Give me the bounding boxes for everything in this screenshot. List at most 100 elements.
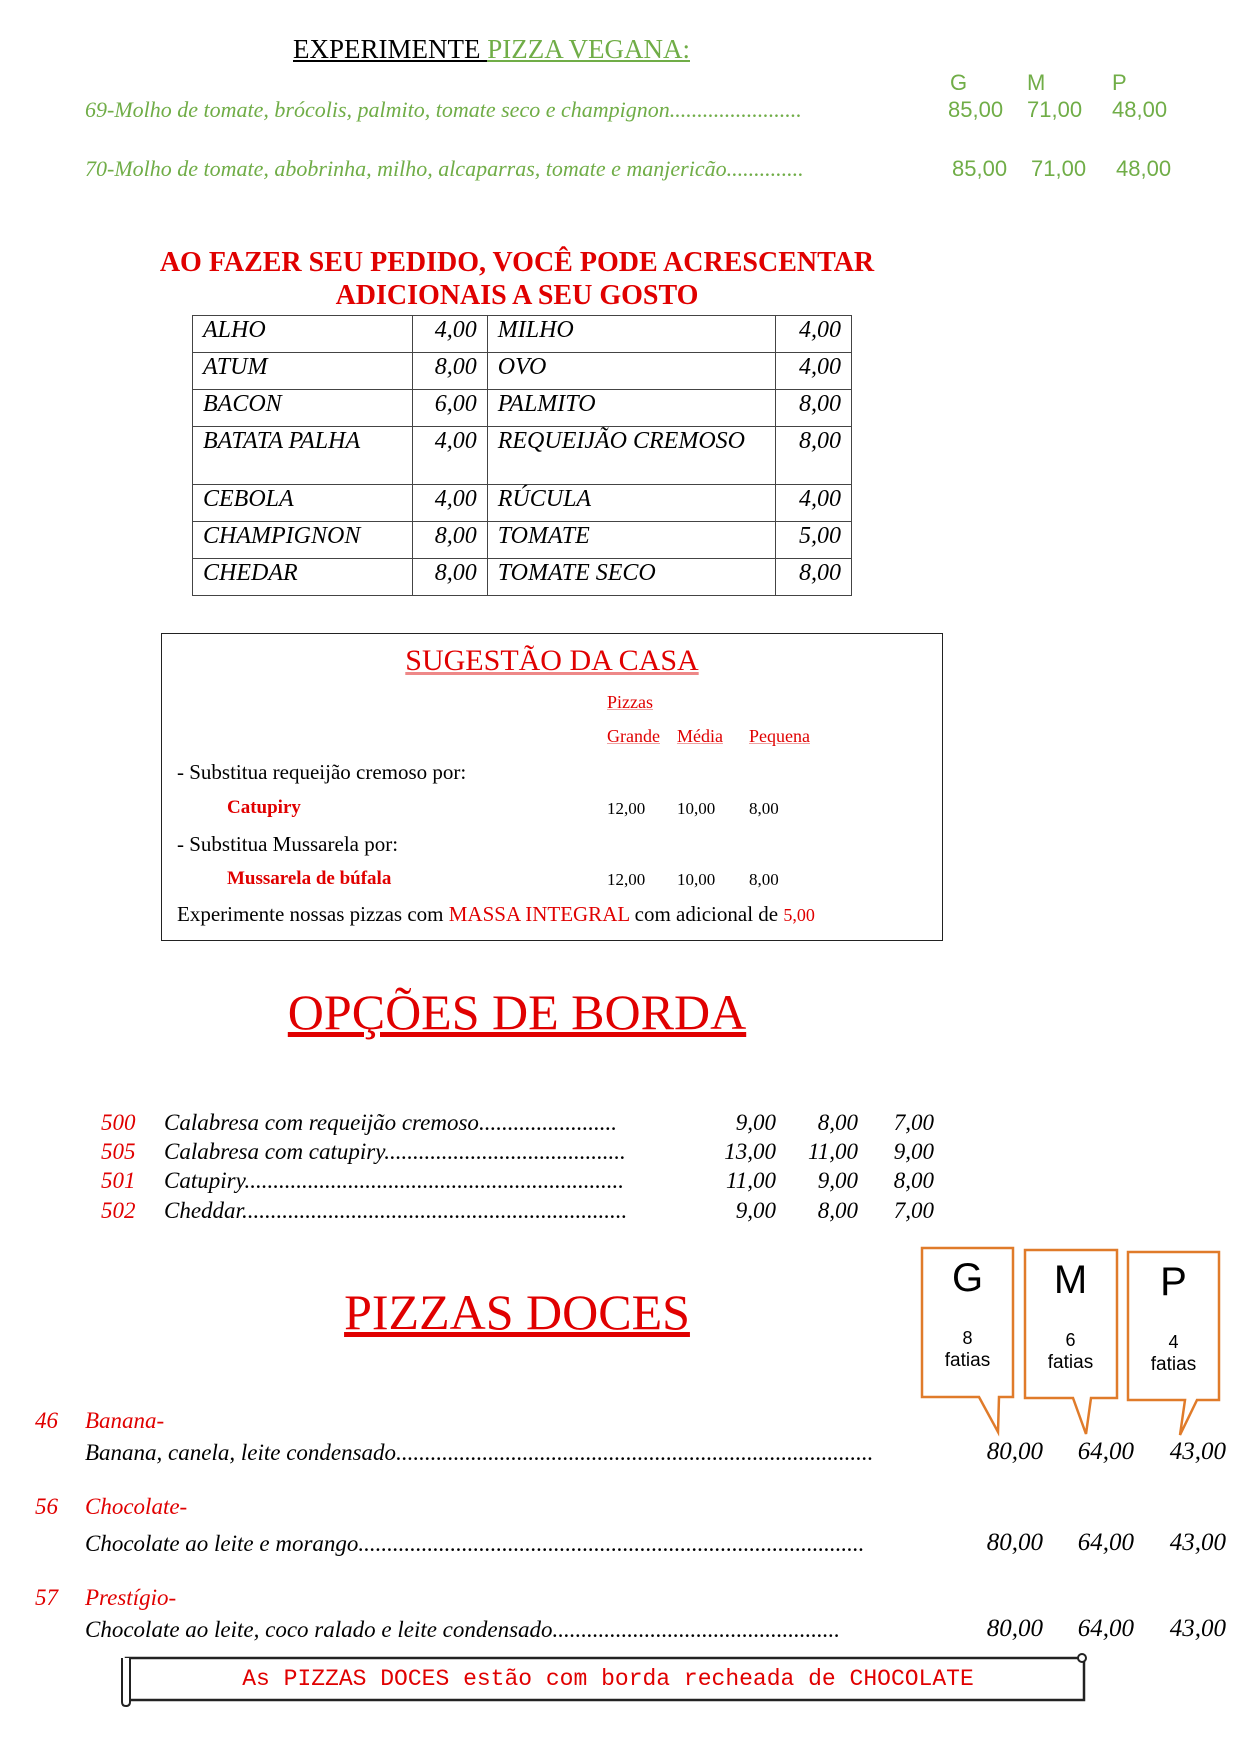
- leader-dots: ........................................…: [244, 1168, 625, 1193]
- borda-price: 8,00: [893, 1168, 934, 1193]
- leader-dots: ........................: [478, 1110, 617, 1135]
- addition-price: 4,00: [411, 484, 488, 522]
- banner-text: As PIZZAS DOCES estão com borda recheada…: [242, 1666, 974, 1692]
- pizza-price: 64,00: [1077, 1438, 1134, 1465]
- borda-name-text: Catupiry: [164, 1168, 245, 1193]
- additions-heading: AO FAZER SEU PEDIDO, VOCÊ PODE ACRESCENT…: [159, 247, 875, 311]
- price: 10,00: [677, 870, 716, 889]
- slice-unit: fatias: [944, 1350, 991, 1371]
- substitute-line: - Substitua requeijão cremoso por:: [177, 760, 467, 784]
- pizza-description: Chocolate ao leite e morango............…: [85, 1531, 933, 1557]
- addition-name: CHEDAR: [192, 558, 413, 596]
- borda-price: 11,00: [807, 1139, 858, 1164]
- table-row: CHAMPIGNON 8,00 TOMATE 5,00: [192, 521, 852, 559]
- description-text: Chocolate ao leite, coco ralado e leite …: [85, 1617, 553, 1642]
- pizza-price: 64,00: [1077, 1615, 1134, 1642]
- substitute-item: Catupiry: [227, 797, 301, 818]
- borda-price: 8,00: [817, 1110, 858, 1135]
- integral-note: Experimente nossas pizzas com MASSA INTE…: [177, 902, 815, 926]
- size-letter: M: [1053, 1258, 1088, 1302]
- pizza-price: 43,00: [1169, 1438, 1226, 1465]
- borda-price: 9,00: [735, 1110, 776, 1135]
- addition-price: 6,00: [411, 389, 488, 427]
- addition-name: TOMATE SECO: [486, 558, 777, 596]
- size-p: P: [1112, 70, 1127, 95]
- vegan-item: 70-Molho de tomate, abobrinha, milho, al…: [85, 156, 804, 181]
- borda-title: OPÇÕES DE BORDA: [287, 984, 747, 1040]
- col-media: Média: [677, 726, 723, 746]
- callout-p: [1126, 1250, 1221, 1436]
- addition-name: MILHO: [486, 315, 777, 353]
- price-p: 48,00: [1112, 97, 1168, 122]
- size-m: M: [1027, 70, 1046, 95]
- pizza-name: Chocolate-: [85, 1494, 188, 1519]
- col-pequena: Pequena: [749, 726, 810, 746]
- size-g: G: [950, 70, 968, 95]
- price: 12,00: [607, 799, 646, 818]
- price-g: 85,00: [952, 156, 1008, 181]
- slice-count: 6: [1065, 1330, 1076, 1350]
- size-callouts: [920, 1246, 1221, 1437]
- borda-price: 11,00: [725, 1168, 776, 1193]
- leader-dots: ........................................…: [552, 1617, 841, 1642]
- addition-price: 4,00: [775, 352, 852, 390]
- size-callout-g: G 8 fatias: [922, 1248, 1013, 1396]
- price: 8,00: [749, 799, 779, 818]
- addition-name: PALMITO: [486, 389, 777, 427]
- borda-name-text: Calabresa com requeijão cremoso: [164, 1110, 479, 1135]
- vegan-item: 69-Molho de tomate, brócolis, palmito, t…: [85, 97, 802, 122]
- substitute-item: Mussarela de búfala: [227, 868, 392, 889]
- borda-number: 501: [101, 1168, 136, 1193]
- addition-name: TOMATE: [486, 521, 777, 559]
- borda-number: 502: [101, 1198, 136, 1223]
- col-grande: Grande: [607, 726, 660, 746]
- borda-price: 9,00: [735, 1198, 776, 1223]
- price-m: 71,00: [1031, 156, 1087, 181]
- slice-unit: fatias: [1150, 1354, 1197, 1375]
- doces-title: PIZZAS DOCES: [344, 1284, 690, 1340]
- chocolate-banner: As PIZZAS DOCES estão com borda recheada…: [121, 1653, 1094, 1708]
- pizza-price: 43,00: [1169, 1615, 1226, 1642]
- borda-price: 9,00: [817, 1168, 858, 1193]
- size-letter: P: [1160, 1260, 1187, 1304]
- pizza-name: Banana-: [85, 1408, 165, 1433]
- slice-unit: fatias: [1047, 1352, 1094, 1373]
- borda-price: 13,00: [724, 1139, 776, 1164]
- description-text: Banana, canela, leite condensado: [85, 1440, 397, 1465]
- addition-name: CEBOLA: [192, 484, 413, 522]
- pizza-price: 80,00: [986, 1615, 1043, 1642]
- borda-name-text: Calabresa com catupiry: [164, 1139, 385, 1164]
- price-g: 85,00: [948, 97, 1004, 122]
- addition-name: BACON: [192, 389, 413, 427]
- addition-name: ATUM: [192, 352, 413, 390]
- table-row: ATUM 8,00 OVO 4,00: [192, 352, 852, 390]
- title-black: EXPERIMENTE: [293, 34, 488, 64]
- borda-number: 500: [101, 1110, 136, 1135]
- pizza-price: 80,00: [986, 1438, 1043, 1465]
- callout-g: [920, 1246, 1015, 1437]
- addition-name: RÚCULA: [486, 484, 777, 522]
- pizza-name: Prestígio-: [85, 1585, 177, 1610]
- addition-name: OVO: [486, 352, 777, 390]
- table-row: CHEDAR 8,00 TOMATE SECO 8,00: [192, 558, 852, 596]
- borda-name: Cheddar.................................…: [164, 1198, 697, 1224]
- borda-name: Calabresa com catupiry..................…: [164, 1139, 697, 1165]
- addition-price: 8,00: [411, 352, 488, 390]
- price: 10,00: [677, 799, 716, 818]
- addition-price: 4,00: [775, 484, 852, 522]
- addition-price: 8,00: [775, 558, 852, 596]
- borda-price: 8,00: [817, 1198, 858, 1223]
- pizza-price: 64,00: [1077, 1529, 1134, 1556]
- pizza-number: 57: [35, 1585, 58, 1610]
- borda-number: 505: [101, 1139, 136, 1164]
- table-row: CEBOLA 4,00 RÚCULA 4,00: [192, 484, 852, 522]
- borda-name: Catupiry................................…: [164, 1168, 697, 1194]
- addition-price: 4,00: [775, 315, 852, 353]
- title-green: PIZZA VEGANA:: [487, 34, 690, 64]
- additions-table: ALHO 4,00 MILHO 4,00 ATUM 8,00 OVO 4,00 BACON 6,0…: [192, 315, 852, 596]
- vegan-title: EXPERIMENTE PIZZA VEGANA:: [293, 34, 690, 65]
- table-row: BATATA PALHA 4,00 REQUEIJÃO CREMOSO 8,00: [192, 426, 852, 485]
- addition-price: 8,00: [775, 389, 852, 427]
- description-text: Chocolate ao leite e morango: [85, 1531, 359, 1556]
- addition-price: 8,00: [411, 521, 488, 559]
